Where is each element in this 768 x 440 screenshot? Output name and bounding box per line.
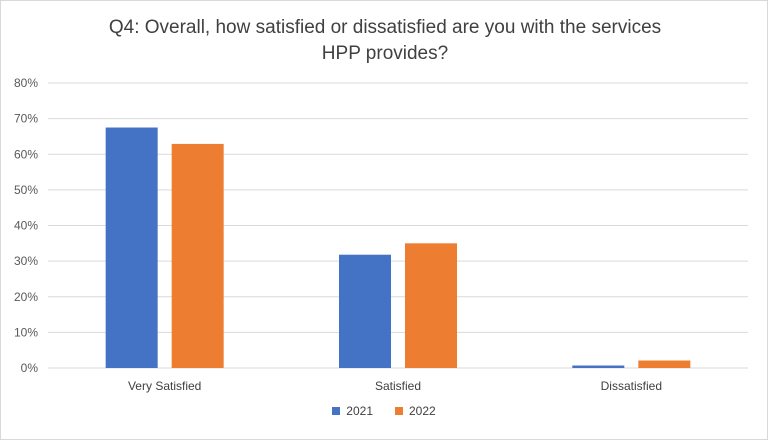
legend-item-2021: 2021 [332, 404, 373, 418]
bar-2022-very-satisfied [171, 143, 224, 368]
bar-2021-very-satisfied [105, 127, 158, 368]
y-tick-label: 50% [14, 183, 38, 197]
bar-2021-satisfied [339, 254, 391, 368]
x-tick-label: Very Satisfied [128, 379, 201, 393]
y-tick-label: 40% [14, 219, 38, 233]
y-tick-label: 20% [14, 290, 38, 304]
chart-title-line-1: Q4: Overall, how satisfied or dissatisfi… [108, 17, 662, 38]
legend-swatch-2021 [332, 407, 341, 415]
chart-title-line-2: HPP provides? [321, 43, 449, 64]
x-tick-label: Satisfied [375, 379, 421, 393]
legend-label-2022: 2022 [409, 404, 436, 418]
legend-label-2021: 2021 [346, 404, 373, 418]
x-tick-label: Dissatisfied [601, 379, 662, 393]
y-tick-label: 60% [14, 147, 38, 161]
bar-2022-satisfied [405, 243, 457, 368]
legend-item-2022: 2022 [395, 404, 436, 418]
y-tick-label: 70% [14, 112, 38, 126]
bar-2022-dissatisfied [638, 360, 691, 368]
y-tick-label: 30% [14, 254, 38, 268]
chart-title: Q4: Overall, how satisfied or dissatisfi… [1, 15, 768, 67]
y-tick-label: 80% [14, 76, 38, 90]
y-tick-label: 10% [14, 325, 38, 339]
y-tick-label: 0% [21, 361, 39, 375]
bar-2021-dissatisfied [572, 365, 625, 368]
legend-swatch-2022 [395, 407, 403, 415]
legend: 2021 2022 [0, 404, 768, 418]
